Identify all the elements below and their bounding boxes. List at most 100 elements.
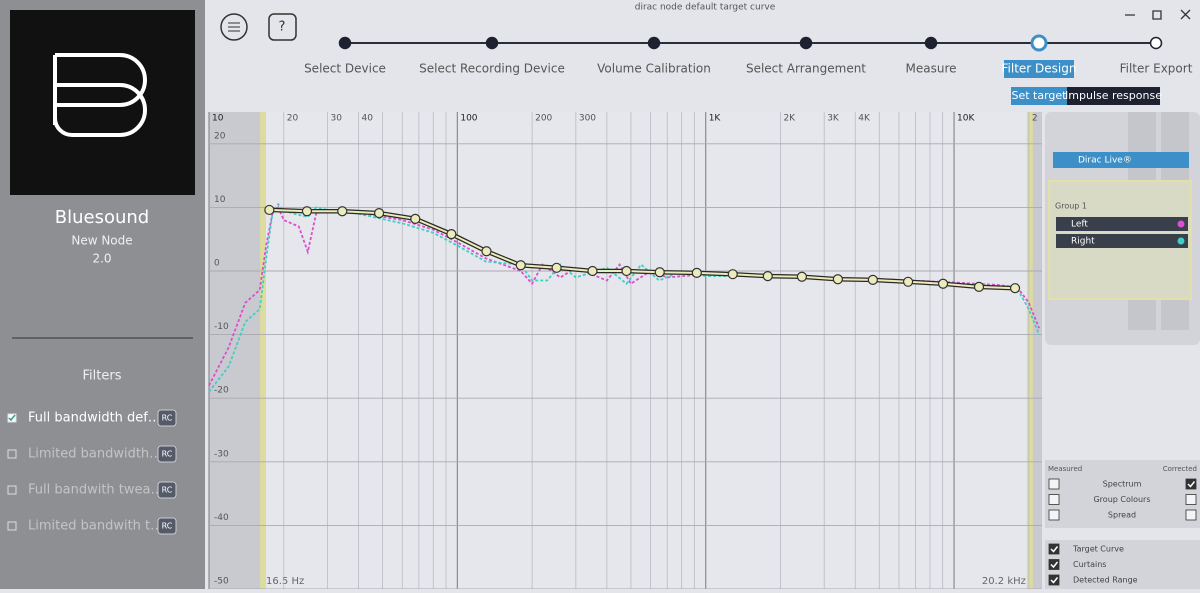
checkbox[interactable] (1185, 509, 1197, 521)
view-tab-label[interactable]: Set target (1011, 89, 1067, 102)
product-bar[interactable] (1053, 152, 1189, 168)
x-tick-label: 200 (535, 114, 552, 124)
x-tick-label: 20 (287, 114, 299, 124)
step-label[interactable]: Select Recording Device (419, 62, 565, 76)
measured-heading: Measured (1048, 465, 1082, 473)
step-label[interactable]: Select Device (304, 62, 386, 76)
filter-checkbox[interactable] (7, 485, 17, 495)
target-handle[interactable] (515, 260, 526, 271)
target-handle[interactable] (373, 208, 385, 219)
y-tick-label: 10 (214, 195, 226, 205)
filter-badge-label: RC (162, 522, 173, 531)
device-brand: Bluesound (55, 207, 149, 228)
step-label[interactable]: Select Arrangement (746, 62, 866, 76)
channel-row[interactable] (1056, 234, 1188, 248)
target-handle[interactable] (902, 276, 914, 287)
step-label[interactable]: Measure (906, 62, 957, 76)
filter-badge-label: RC (162, 414, 173, 423)
y-tick-label: 0 (214, 259, 220, 269)
filter-checkbox[interactable] (7, 449, 17, 459)
checkbox[interactable] (1048, 543, 1060, 555)
target-handle[interactable] (446, 229, 457, 240)
step-dot[interactable] (1030, 34, 1048, 52)
y-tick-label: -20 (214, 386, 229, 396)
target-handle[interactable] (301, 206, 313, 217)
target-handle[interactable] (1009, 283, 1021, 294)
target-handle[interactable] (481, 246, 492, 257)
step-dot[interactable] (924, 36, 938, 50)
x-tick-label: 2 (1032, 114, 1038, 124)
filter-checkbox[interactable] (7, 521, 17, 531)
step-dot[interactable] (1149, 36, 1163, 50)
filter-badge (157, 409, 177, 427)
filter-badge-label: RC (162, 486, 173, 495)
menu-button[interactable] (220, 13, 248, 41)
target-handle[interactable] (654, 267, 665, 278)
help-button[interactable] (268, 13, 297, 41)
channel-color (1177, 220, 1185, 228)
target-handle[interactable] (832, 274, 843, 285)
step-label[interactable]: Filter Export (1120, 62, 1193, 76)
step-dot[interactable] (647, 36, 661, 50)
view-tab[interactable] (1011, 87, 1067, 105)
curtain[interactable] (209, 112, 264, 589)
target-handle[interactable] (587, 265, 598, 277)
target-handle[interactable] (867, 274, 878, 286)
check-mark (1050, 561, 1059, 569)
step-dot[interactable] (799, 36, 813, 50)
target-handle[interactable] (762, 270, 773, 282)
display-row-label: Group Colours (1093, 495, 1150, 504)
target-handle[interactable] (937, 278, 949, 289)
overlay-label: Detected Range (1073, 576, 1138, 585)
curtain[interactable] (1029, 112, 1042, 589)
x-tick-label: 2K (783, 114, 796, 124)
checkbox[interactable] (1048, 494, 1060, 505)
target-handle[interactable] (621, 265, 632, 277)
filter-label[interactable]: Full bandwith twea… (28, 483, 163, 498)
y-tick-label: -50 (214, 577, 229, 587)
checkbox[interactable] (1048, 509, 1060, 521)
step-label[interactable]: Volume Calibration (597, 62, 711, 76)
check-mark (1050, 577, 1059, 584)
view-tab[interactable] (1067, 87, 1160, 105)
filter-label[interactable]: Limited bandwith t… (28, 519, 163, 534)
filters-heading: Filters (83, 369, 122, 384)
filter-label[interactable]: Limited bandwidth… (28, 447, 162, 462)
view-tab-label[interactable]: Impulse response (1065, 89, 1162, 102)
channel-row[interactable] (1056, 217, 1188, 231)
target-handle[interactable] (796, 271, 808, 282)
x-tick-label: 10 (212, 114, 224, 124)
checkbox[interactable] (1048, 574, 1060, 586)
step-dot[interactable] (485, 36, 499, 50)
filter-label[interactable]: Full bandwidth def… (28, 411, 161, 426)
filter-badge (157, 517, 177, 535)
x-tick-label: 300 (579, 114, 596, 124)
device-name: New Node (71, 234, 132, 248)
target-handle[interactable] (264, 204, 275, 216)
y-tick-label: -40 (214, 513, 229, 523)
target-handle[interactable] (727, 269, 738, 280)
checkbox[interactable] (1185, 478, 1197, 490)
help-icon: ? (279, 20, 286, 35)
logo (53, 53, 147, 137)
x-tick-label: 4K (858, 114, 871, 124)
channel-label: Left (1071, 220, 1088, 230)
plot-area (209, 112, 1042, 589)
group-label: Group 1 (1055, 202, 1087, 211)
overlay-label: Curtains (1073, 560, 1106, 569)
target-handle[interactable] (551, 262, 562, 273)
target-handle[interactable] (973, 281, 985, 292)
filter-badge (157, 481, 177, 499)
step-label[interactable]: Filter Design (1002, 62, 1077, 76)
target-handle[interactable] (410, 213, 421, 224)
step-dot[interactable] (338, 36, 352, 50)
target-handle[interactable] (691, 267, 702, 279)
target-handle[interactable] (337, 206, 348, 217)
device-version: 2.0 (92, 252, 111, 266)
checkbox[interactable] (1185, 494, 1197, 505)
checkbox[interactable] (1048, 559, 1060, 570)
checkbox[interactable] (1048, 478, 1060, 490)
window-controls[interactable] (1125, 9, 1191, 20)
